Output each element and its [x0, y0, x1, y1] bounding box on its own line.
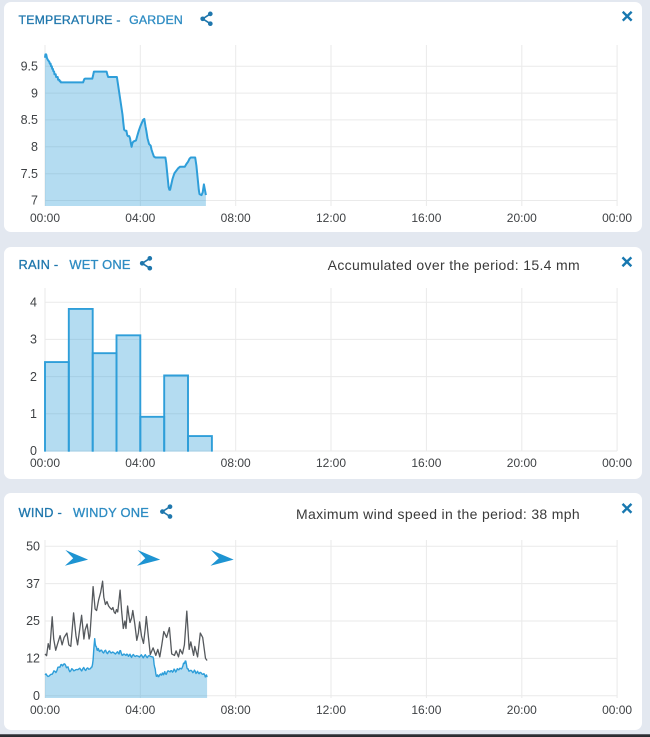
svg-text:20:00: 20:00 — [507, 456, 537, 470]
svg-text:00:00: 00:00 — [602, 703, 632, 717]
svg-text:16:00: 16:00 — [411, 456, 441, 470]
svg-text:9.5: 9.5 — [21, 60, 38, 74]
svg-text:08:00: 08:00 — [221, 703, 251, 717]
svg-text:12: 12 — [26, 652, 40, 666]
svg-text:25: 25 — [26, 614, 40, 628]
svg-text:7: 7 — [31, 194, 38, 208]
svg-text:12:00: 12:00 — [316, 211, 346, 225]
svg-text:8: 8 — [31, 140, 38, 154]
svg-text:0: 0 — [30, 444, 37, 458]
svg-text:00:00: 00:00 — [602, 211, 632, 225]
svg-text:08:00: 08:00 — [221, 456, 251, 470]
svg-text:16:00: 16:00 — [411, 703, 441, 717]
svg-text:04:00: 04:00 — [125, 703, 155, 717]
svg-text:04:00: 04:00 — [125, 211, 155, 225]
svg-text:3: 3 — [30, 333, 37, 347]
svg-text:50: 50 — [26, 539, 40, 553]
svg-text:37: 37 — [26, 577, 40, 591]
svg-text:4: 4 — [30, 295, 37, 309]
svg-text:04:00: 04:00 — [125, 456, 155, 470]
svg-text:00:00: 00:00 — [30, 456, 60, 470]
svg-text:00:00: 00:00 — [30, 211, 60, 225]
svg-text:8.5: 8.5 — [21, 113, 38, 127]
svg-text:20:00: 20:00 — [507, 211, 537, 225]
svg-text:7.5: 7.5 — [21, 167, 38, 181]
svg-text:08:00: 08:00 — [221, 211, 251, 225]
svg-text:1: 1 — [30, 407, 37, 421]
svg-text:9: 9 — [31, 86, 38, 100]
svg-text:16:00: 16:00 — [411, 211, 441, 225]
svg-text:00:00: 00:00 — [30, 703, 60, 717]
svg-text:2: 2 — [30, 370, 37, 384]
svg-text:20:00: 20:00 — [507, 703, 537, 717]
svg-text:12:00: 12:00 — [316, 703, 346, 717]
svg-text:00:00: 00:00 — [602, 456, 632, 470]
svg-text:0: 0 — [33, 689, 40, 703]
svg-text:12:00: 12:00 — [316, 456, 346, 470]
